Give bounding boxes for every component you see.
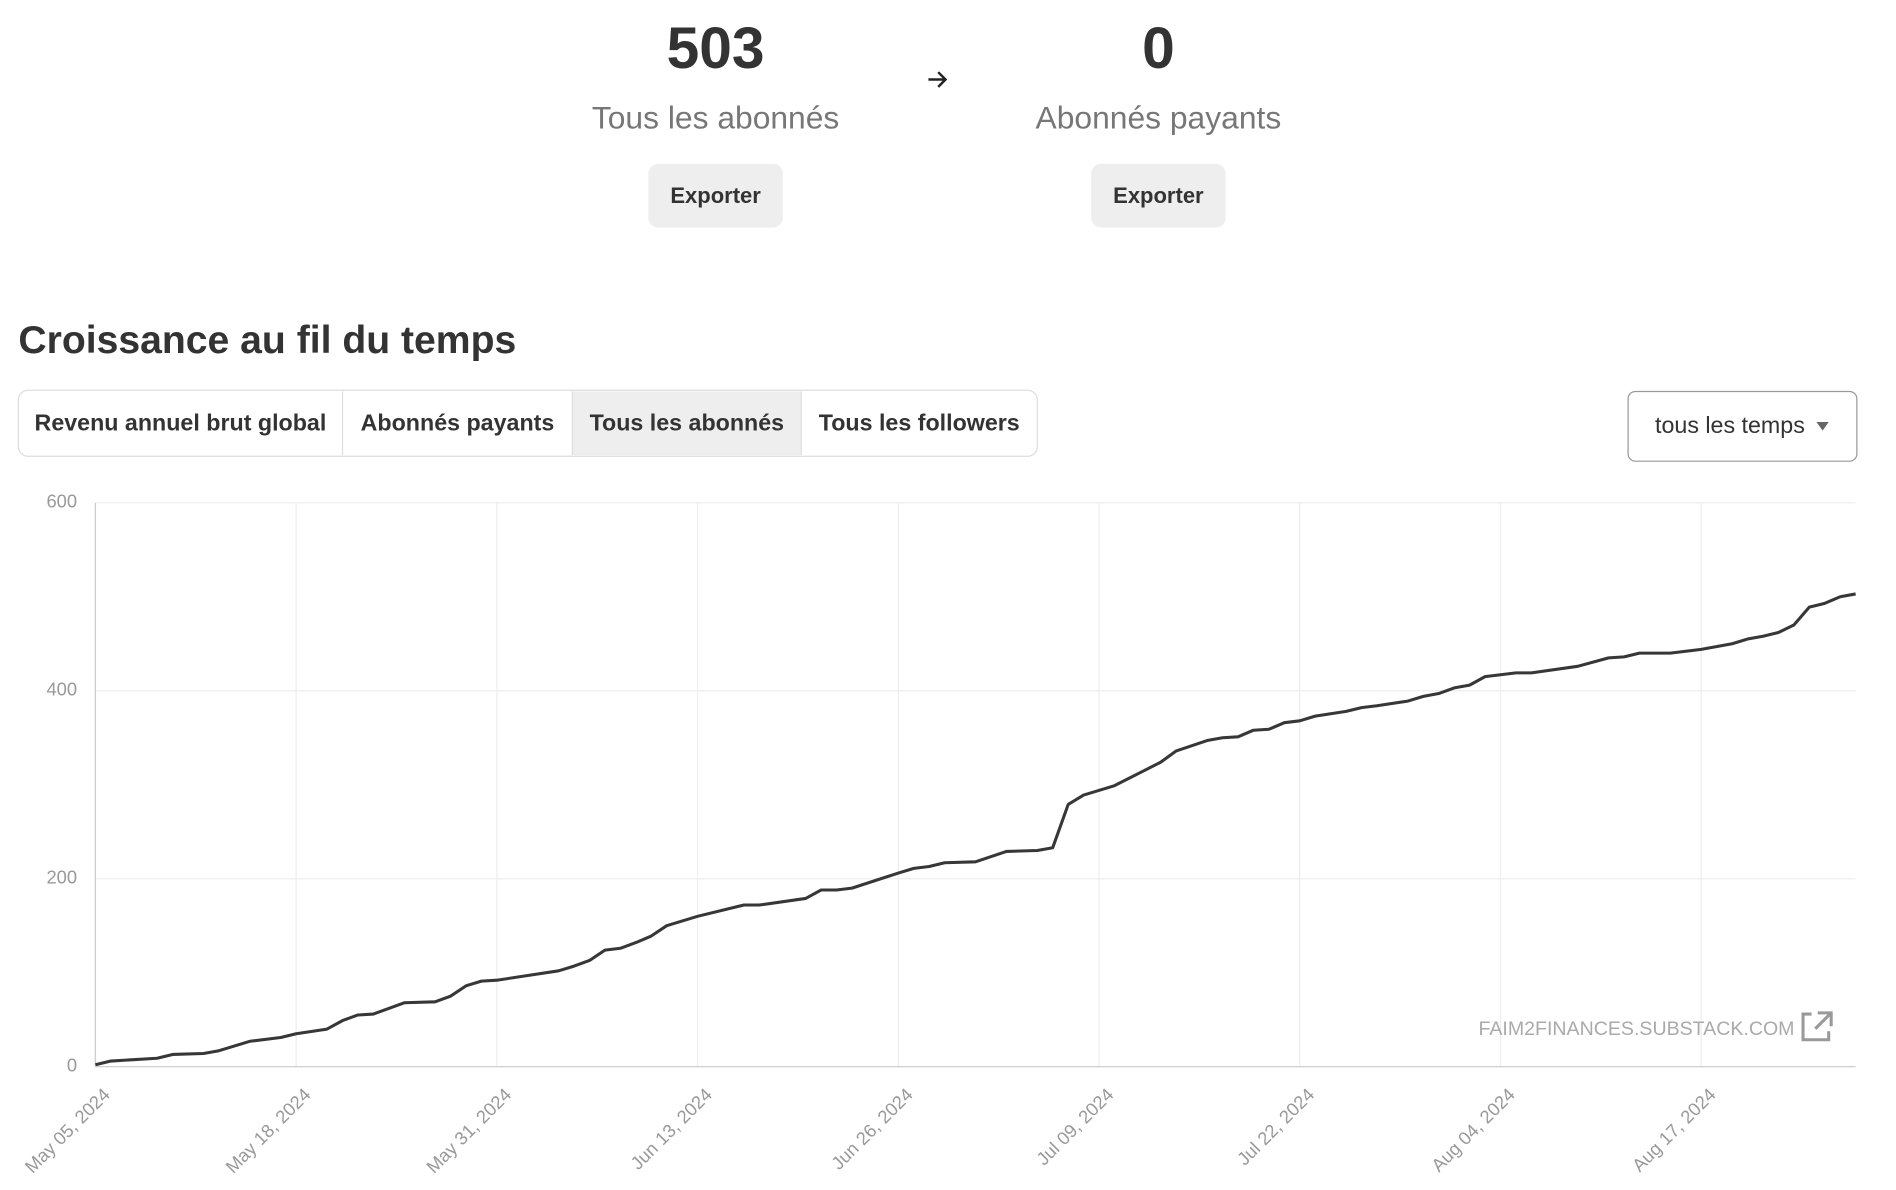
stat-value: 503	[667, 16, 765, 81]
x-tick-label: May 31, 2024	[422, 1084, 515, 1177]
x-tick-label: Aug 04, 2024	[1427, 1084, 1519, 1176]
arrow-icon	[928, 71, 948, 88]
y-tick-label: 200	[46, 867, 77, 888]
export-button-label[interactable]: Exporter	[670, 183, 761, 208]
tab[interactable]: Tous les abonnés	[590, 410, 785, 436]
dropdown-caret	[1816, 422, 1829, 431]
x-tick-label: May 18, 2024	[221, 1084, 314, 1177]
x-tick-label: May 05, 2024	[21, 1084, 114, 1177]
tab[interactable]: Abonnés payants	[361, 410, 555, 436]
tab-active-bg	[572, 391, 802, 456]
export-button[interactable]	[1091, 163, 1226, 228]
export-button[interactable]	[648, 163, 783, 228]
stat-value: 0	[1142, 16, 1175, 81]
y-tick-label: 600	[46, 491, 77, 512]
stat-label: Tous les abonnés	[592, 99, 839, 135]
section-title: Croissance au fil du temps	[18, 319, 516, 362]
x-tick-label: Aug 17, 2024	[1628, 1084, 1720, 1176]
external-link-icon[interactable]	[1801, 1011, 1833, 1042]
y-tick-label: 0	[67, 1055, 77, 1076]
watermark[interactable]: FAIM2FINANCES.SUBSTACK.COM	[1479, 1018, 1795, 1040]
export-button-label[interactable]: Exporter	[1113, 183, 1204, 208]
x-tick-label: Jun 26, 2024	[827, 1084, 917, 1174]
tab[interactable]: Tous les followers	[819, 410, 1020, 436]
x-tick-label: Jun 13, 2024	[626, 1084, 716, 1174]
data-line	[95, 592, 1856, 1067]
dropdown[interactable]	[1627, 390, 1858, 462]
y-tick-label: 400	[46, 679, 77, 700]
x-tick-label: Jul 22, 2024	[1233, 1084, 1318, 1169]
stat-label: Abonnés payants	[1036, 99, 1282, 135]
tab[interactable]: Revenu annuel brut global	[35, 410, 327, 436]
x-tick-label: Jul 09, 2024	[1032, 1084, 1117, 1169]
dropdown-label[interactable]: tous les temps	[1655, 412, 1805, 438]
